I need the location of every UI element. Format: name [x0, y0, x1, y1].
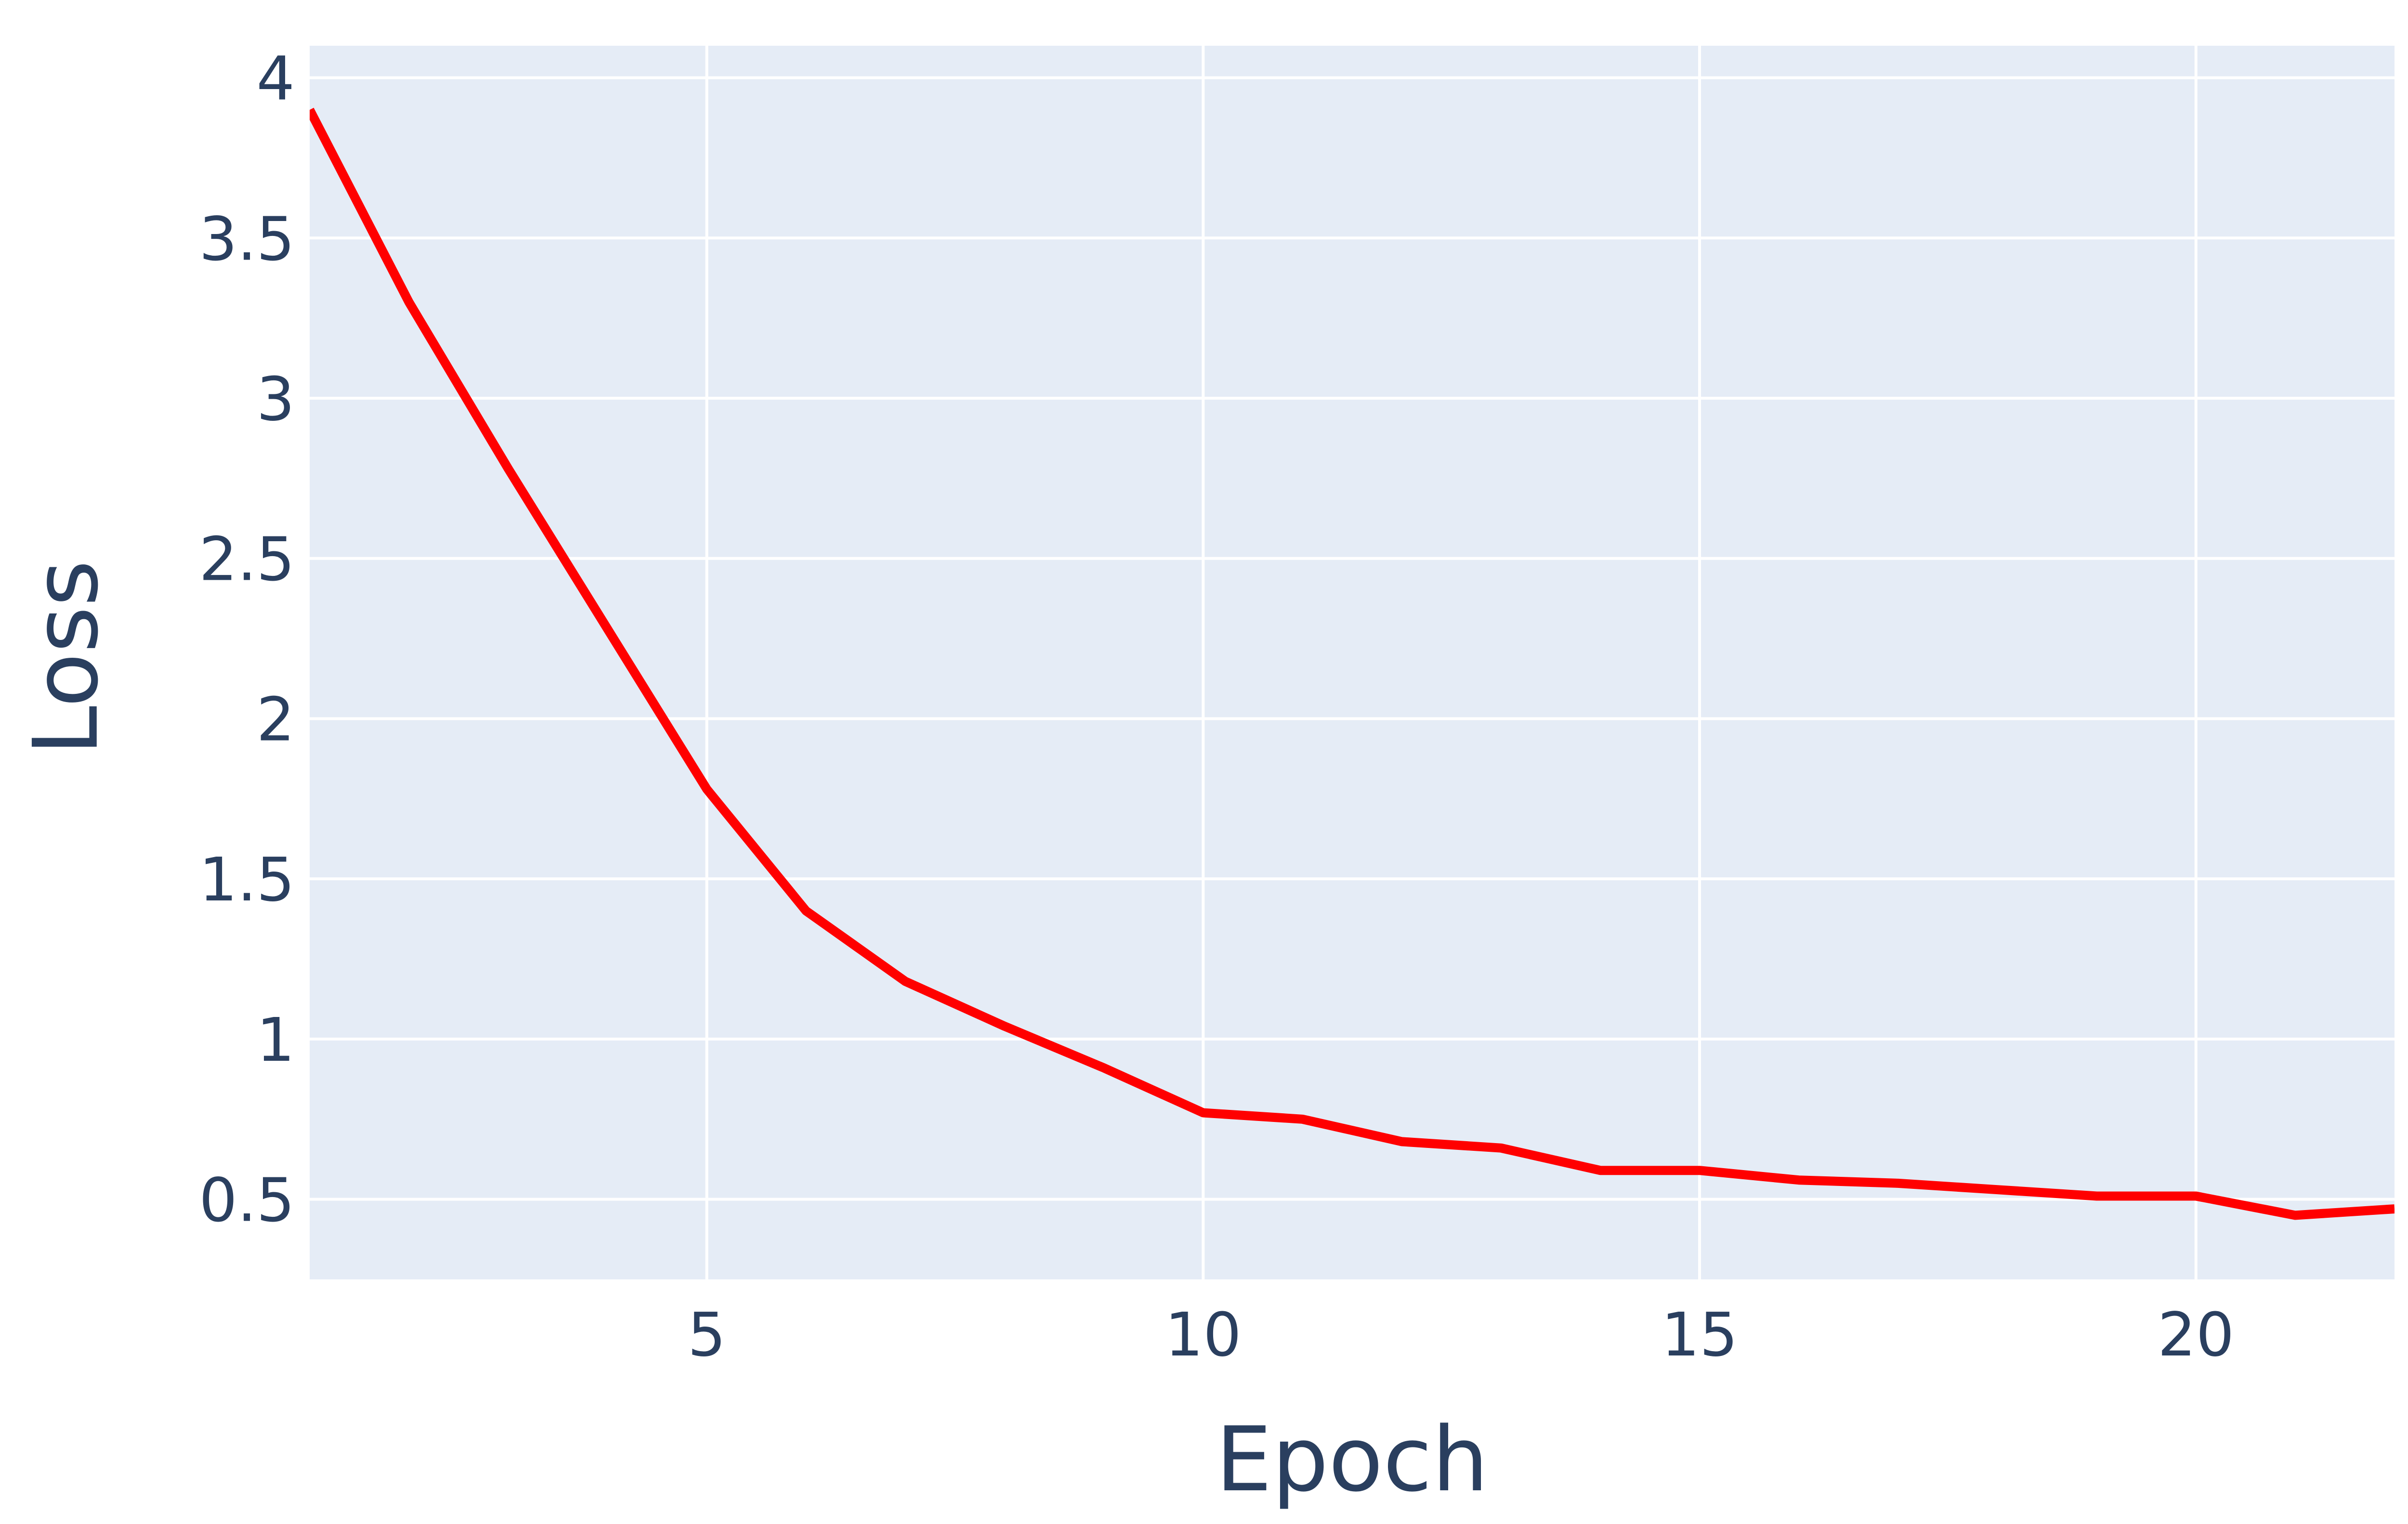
y-tick-label: 2.5	[199, 525, 295, 595]
series-line	[310, 107, 2395, 1220]
x-axis-ticks: 5 10 15 20	[688, 1300, 2234, 1370]
y-tick-label: 3.5	[199, 204, 295, 274]
x-tick-label: 15	[1661, 1300, 1738, 1370]
x-tick-label: 5	[688, 1300, 726, 1370]
y-tick-label: 2	[256, 685, 295, 755]
y-tick-label: 3	[256, 365, 295, 434]
y-tick-label: 4	[256, 44, 295, 114]
y-tick-label: 0.5	[199, 1166, 295, 1236]
x-axis-title: Epoch	[1216, 1407, 1488, 1511]
y-axis-title: Loss	[14, 560, 118, 755]
plot-area	[310, 46, 2395, 1279]
y-axis-ticks: 0.5 1 1.5 2 2.5 3 3.5 4	[199, 44, 295, 1236]
y-tick-label: 1	[256, 1005, 295, 1075]
series-layer	[310, 107, 2395, 1220]
x-tick-label: 20	[2158, 1300, 2234, 1370]
grid-lines	[310, 46, 2395, 1279]
x-tick-label: 10	[1165, 1300, 1242, 1370]
y-tick-label: 1.5	[199, 845, 295, 915]
